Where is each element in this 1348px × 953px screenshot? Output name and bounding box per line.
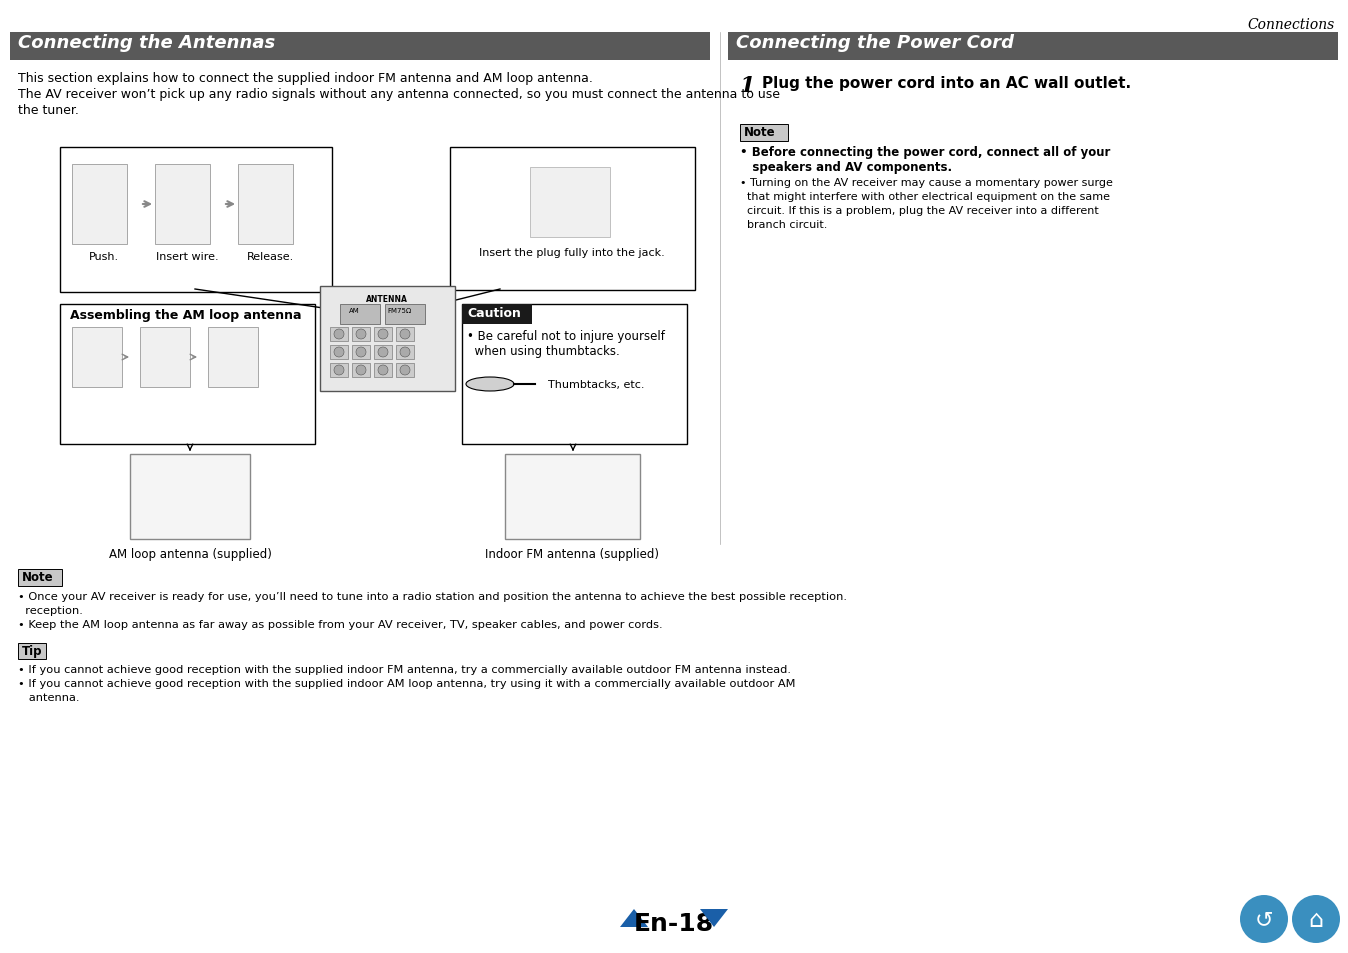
Circle shape [334, 330, 344, 339]
Bar [140, 328, 190, 388]
Bar [9, 33, 710, 61]
Text: En-18: En-18 [634, 911, 714, 935]
Bar [18, 569, 62, 586]
Bar [129, 455, 249, 539]
Bar [71, 165, 127, 245]
Bar [155, 165, 210, 245]
Polygon shape [700, 909, 728, 927]
Text: • Turning on the AV receiver may cause a momentary power surge: • Turning on the AV receiver may cause a… [740, 178, 1113, 188]
Text: • Once your AV receiver is ready for use, you’ll need to tune into a radio stati: • Once your AV receiver is ready for use… [18, 592, 847, 601]
Circle shape [334, 348, 344, 357]
Text: Insert wire.: Insert wire. [155, 252, 218, 262]
Text: Release.: Release. [247, 252, 294, 262]
Bar [18, 643, 46, 659]
Circle shape [356, 348, 367, 357]
Bar [462, 305, 687, 444]
Bar [71, 328, 123, 388]
Text: • If you cannot achieve good reception with the supplied indoor AM loop antenna,: • If you cannot achieve good reception w… [18, 679, 795, 688]
Text: Note: Note [744, 126, 775, 139]
Text: Push.: Push. [89, 252, 119, 262]
Bar [450, 148, 696, 291]
Text: AM loop antenna (supplied): AM loop antenna (supplied) [109, 547, 271, 560]
Text: when using thumbtacks.: when using thumbtacks. [466, 345, 620, 357]
Bar [340, 305, 380, 325]
Bar [61, 305, 315, 444]
Circle shape [400, 366, 410, 375]
Circle shape [356, 366, 367, 375]
Text: This section explains how to connect the supplied indoor FM antenna and AM loop : This section explains how to connect the… [18, 71, 593, 85]
Circle shape [400, 330, 410, 339]
Text: The AV receiver won’t pick up any radio signals without any antenna connected, s: The AV receiver won’t pick up any radio … [18, 88, 780, 101]
Text: ANTENNA: ANTENNA [367, 294, 408, 304]
Bar [352, 328, 369, 341]
Bar [396, 328, 414, 341]
Bar [373, 346, 392, 359]
Bar [373, 328, 392, 341]
Text: • Keep the AM loop antenna as far away as possible from your AV receiver, TV, sp: • Keep the AM loop antenna as far away a… [18, 619, 663, 629]
Text: antenna.: antenna. [18, 692, 80, 702]
Text: reception.: reception. [18, 605, 82, 616]
Text: 1: 1 [740, 75, 755, 97]
Bar [330, 346, 348, 359]
Text: Connecting the Power Cord: Connecting the Power Cord [736, 34, 1014, 52]
Circle shape [1291, 895, 1340, 943]
Ellipse shape [466, 377, 514, 392]
Polygon shape [700, 909, 728, 927]
Text: Plug the power cord into an AC wall outlet.: Plug the power cord into an AC wall outl… [762, 76, 1131, 91]
Bar [319, 287, 456, 392]
Text: Connections: Connections [1248, 18, 1335, 32]
Text: the tuner.: the tuner. [18, 104, 80, 117]
Circle shape [377, 348, 388, 357]
Text: ⌂: ⌂ [1309, 907, 1324, 931]
Text: Assembling the AM loop antenna: Assembling the AM loop antenna [70, 309, 302, 322]
Text: Indoor FM antenna (supplied): Indoor FM antenna (supplied) [485, 547, 659, 560]
Text: speakers and AV components.: speakers and AV components. [740, 161, 952, 173]
Bar [239, 165, 293, 245]
Text: ↺: ↺ [1255, 909, 1274, 929]
Bar [386, 305, 425, 325]
Bar [396, 364, 414, 377]
Bar [396, 346, 414, 359]
Circle shape [334, 366, 344, 375]
Text: • Before connecting the power cord, connect all of your: • Before connecting the power cord, conn… [740, 146, 1111, 159]
Text: branch circuit.: branch circuit. [740, 220, 828, 230]
Text: Insert the plug fully into the jack.: Insert the plug fully into the jack. [479, 248, 665, 257]
Bar [352, 346, 369, 359]
Circle shape [356, 330, 367, 339]
Bar [530, 168, 611, 237]
Bar [330, 328, 348, 341]
Text: Note: Note [22, 571, 54, 583]
Text: circuit. If this is a problem, plug the AV receiver into a different: circuit. If this is a problem, plug the … [740, 206, 1099, 215]
Bar [61, 148, 332, 293]
Bar [373, 364, 392, 377]
Bar [330, 364, 348, 377]
Text: that might interfere with other electrical equipment on the same: that might interfere with other electric… [740, 192, 1109, 202]
Circle shape [1240, 895, 1287, 943]
Text: Connecting the Antennas: Connecting the Antennas [18, 34, 275, 52]
Text: FM75Ω: FM75Ω [387, 308, 411, 314]
Bar [740, 125, 789, 142]
Bar [352, 364, 369, 377]
Text: • Be careful not to injure yourself: • Be careful not to injure yourself [466, 330, 665, 343]
Text: Tip: Tip [22, 644, 43, 658]
Circle shape [377, 366, 388, 375]
Bar [208, 328, 257, 388]
Bar [462, 305, 532, 325]
Bar [506, 455, 640, 539]
Text: AM: AM [349, 308, 360, 314]
Circle shape [377, 330, 388, 339]
Text: • If you cannot achieve good reception with the supplied indoor FM antenna, try : • If you cannot achieve good reception w… [18, 664, 791, 675]
Bar [728, 33, 1339, 61]
Text: Thumbtacks, etc.: Thumbtacks, etc. [549, 379, 644, 390]
Text: Caution: Caution [466, 307, 520, 319]
Polygon shape [620, 909, 648, 927]
Circle shape [400, 348, 410, 357]
